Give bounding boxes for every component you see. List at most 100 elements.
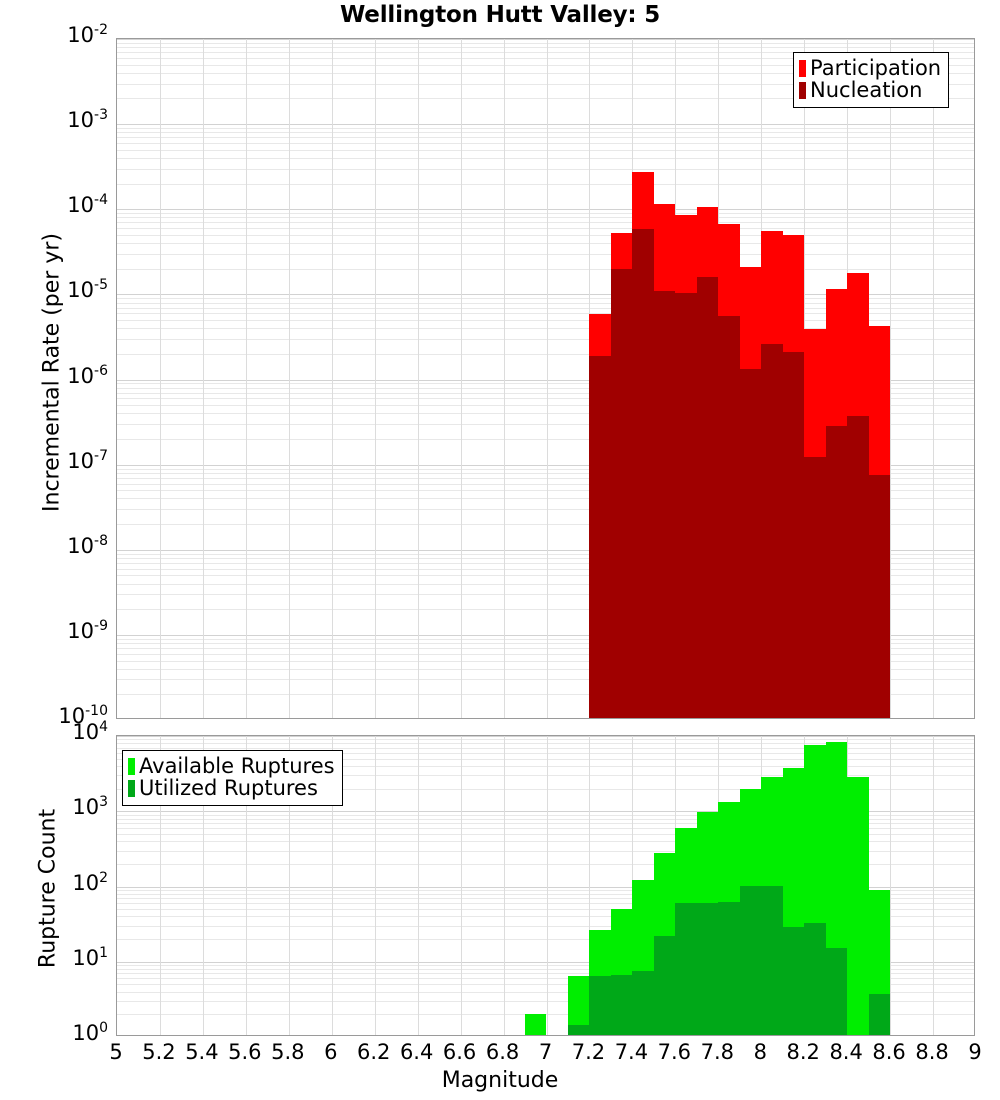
bar-group[interactable] [675,39,697,718]
bar-segment-nucleation [804,457,826,718]
bar-segment-nucleation [632,229,654,718]
y-tick-label: 10-2 [67,22,108,47]
bar-group[interactable] [718,39,740,718]
legend-label-nucleation: Nucleation [810,78,923,102]
y-tick-label: 10-4 [67,192,108,218]
bar-segment-available-ruptures [567,976,590,1035]
x-tick-label: 7.6 [657,1040,692,1064]
x-tick-label: 6 [324,1040,338,1064]
legend-item-nucleation[interactable]: Nucleation [799,80,941,101]
x-tick-label: 5 [109,1040,123,1064]
bar-group[interactable] [847,736,869,1035]
bar-group[interactable] [761,736,783,1035]
bar-group[interactable] [868,39,891,718]
x-tick-label: 6.2 [356,1040,391,1064]
bar-segment-available-ruptures [847,777,869,1035]
x-tick-label: 8.2 [786,1040,820,1064]
bar-group[interactable] [696,736,719,1035]
bar-group[interactable] [825,736,848,1035]
bar-segment-nucleation [696,277,719,718]
legend-label-participation: Participation [810,56,942,80]
bar-segment-utilized-ruptures [718,902,740,1035]
bar-group[interactable] [632,39,654,718]
y-tick-label: 10-6 [67,362,108,388]
y-axis-title-bottom: Rupture Count [35,808,61,969]
bar-group[interactable] [804,39,826,718]
x-tick-label: 6.8 [485,1040,520,1064]
bar-segment-utilized-ruptures [632,971,654,1035]
bar-group[interactable] [610,736,633,1035]
bar-group[interactable] [610,39,633,718]
bar-group[interactable] [696,39,719,718]
y-tick-label: 10-3 [67,107,108,133]
x-tick-label: 5.2 [142,1040,176,1064]
y-tick-label: 101 [72,944,108,970]
bar-segment-nucleation [782,351,805,718]
legend-item-available-ruptures[interactable]: Available Ruptures [128,756,335,777]
bar-segment-nucleation [589,355,611,718]
y-axis-title-top: Incremental Rate (per yr) [39,233,65,512]
bar-group[interactable] [847,39,869,718]
bar-group[interactable] [804,736,826,1035]
bar-segment-utilized-ruptures [782,927,805,1035]
bar-group[interactable] [653,736,676,1035]
bar-segment-nucleation [847,416,869,718]
bar-segment-nucleation [675,293,697,718]
bar-segment-nucleation [739,369,762,718]
bar-segment-available-ruptures [525,1014,547,1035]
bar-group[interactable] [868,736,891,1035]
y-tick-label: 10-8 [67,532,108,558]
y-tick-label: 102 [72,869,108,895]
x-tick-label: 6.4 [399,1040,434,1064]
y-tick-label: 10-9 [67,617,108,643]
bar-segment-nucleation [868,474,891,718]
bar-group[interactable] [761,39,783,718]
bar-segment-nucleation [653,290,676,718]
bar-segment-utilized-ruptures [868,994,891,1035]
bar-group[interactable] [675,736,697,1035]
bar-group[interactable] [589,736,611,1035]
bar-segment-utilized-ruptures [825,947,848,1035]
y-tick-label: 10-7 [67,447,108,473]
bar-segment-utilized-ruptures [675,902,697,1035]
x-tick-label: 6.6 [442,1040,477,1064]
x-tick-label: 7.4 [614,1040,649,1064]
nucleation-swatch-icon [799,82,806,99]
bar-group[interactable] [525,736,547,1035]
bars-incremental-rate [117,39,974,718]
bar-segment-nucleation [718,315,740,718]
y-tick-label: 104 [72,719,108,744]
x-tick-label: 7.2 [571,1040,606,1064]
bar-segment-utilized-ruptures [804,922,826,1035]
bar-group[interactable] [782,39,805,718]
bar-group[interactable] [632,736,654,1035]
available-swatch-icon [128,758,135,775]
bar-segment-utilized-ruptures [610,975,633,1035]
bar-group[interactable] [825,39,848,718]
bars-rupture-count [117,736,974,1035]
bar-group[interactable] [718,736,740,1035]
legend-label-available: Available Ruptures [139,754,335,778]
legend-item-utilized-ruptures[interactable]: Utilized Ruptures [128,778,335,799]
y-tick-label: 103 [72,794,108,820]
bar-group[interactable] [739,39,762,718]
bar-segment-nucleation [825,425,848,718]
legend-item-participation[interactable]: Participation [799,58,941,79]
bar-group[interactable] [739,736,762,1035]
x-tick-label: 7 [538,1040,553,1064]
bar-segment-utilized-ruptures [653,935,676,1035]
bar-group[interactable] [653,39,676,718]
bar-group[interactable] [567,736,590,1035]
bar-segment-utilized-ruptures [567,1025,590,1035]
x-tick-label: 5.4 [185,1040,219,1064]
x-tick-label: 5.6 [228,1040,262,1064]
bar-group[interactable] [589,39,611,718]
legend-label-utilized: Utilized Ruptures [139,776,318,800]
utilized-swatch-icon [128,780,135,797]
bar-group[interactable] [782,736,805,1035]
bar-group[interactable] [547,736,568,1035]
y-tick-label: 10-5 [67,277,108,303]
legend-rupture-count: Available Ruptures Utilized Ruptures [122,750,343,806]
incremental-rate-plot [116,38,975,719]
bar-group[interactable] [482,736,503,1035]
